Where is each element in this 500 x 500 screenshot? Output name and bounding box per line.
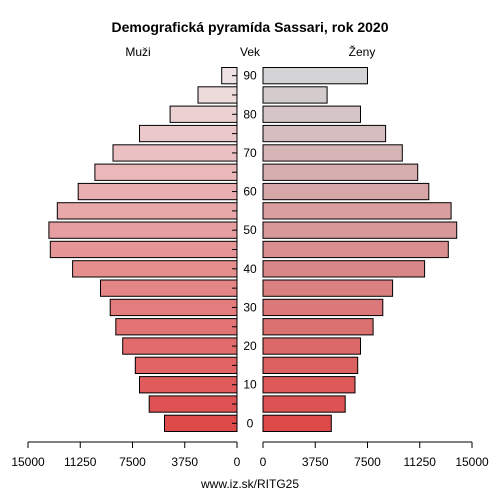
male-bar-65-69: [94, 163, 238, 181]
female-bar-60-64: [262, 182, 430, 201]
female-bar-10-14: [262, 376, 356, 394]
male-bar-30-34: [109, 298, 238, 317]
female-bar-45-49: [262, 240, 449, 259]
female-bar-20-24: [262, 337, 361, 355]
male-x-tick-label: 3750: [171, 455, 198, 469]
female-bar-70-74: [262, 144, 403, 162]
age-tick-label: 0: [247, 416, 254, 430]
female-bar-5-9: [262, 395, 346, 413]
male-x-tick-label: 0: [234, 455, 241, 469]
male-side-label: Muži: [125, 45, 150, 59]
male-bar-20-24: [122, 337, 238, 355]
female-x-tick-label: 11250: [404, 455, 437, 469]
female-bar-85-89: [262, 86, 328, 104]
age-tick-label: 80: [243, 107, 257, 121]
female-bar-55-59: [262, 202, 452, 220]
male-bar-50-54: [48, 221, 238, 239]
female-x-tick-label: 0: [260, 455, 267, 469]
age-tick-label: 10: [243, 378, 257, 392]
age-tick-label: 90: [243, 69, 257, 83]
male-bar-15-19: [134, 356, 238, 375]
age-tick-label: 20: [243, 339, 257, 353]
female-x-tick-label: 3750: [302, 455, 329, 469]
female-bar-15-19: [262, 356, 359, 375]
female-bar-75-79: [262, 124, 387, 143]
age-tick-label: 60: [243, 185, 257, 199]
age-tick-label: 30: [243, 300, 257, 314]
footer-source: www.iz.sk/RITG25: [200, 477, 299, 491]
male-bar-45-49: [49, 240, 238, 259]
female-bar-40-44: [262, 260, 426, 278]
age-tick-label: 50: [243, 223, 257, 237]
age-axis-label: Vek: [240, 45, 261, 59]
male-x-tick-label: 15000: [11, 455, 45, 469]
male-bar-85-89: [197, 86, 238, 104]
male-bar-40-44: [72, 260, 238, 278]
male-bar-55-59: [56, 202, 238, 220]
male-bar-75-79: [139, 124, 238, 143]
male-bar-0-4: [164, 414, 238, 433]
male-x-tick-label: 7500: [119, 455, 146, 469]
male-bar-25-29: [115, 318, 238, 336]
female-bar-0-4: [262, 414, 332, 433]
female-bar-90+: [262, 67, 368, 85]
chart-title: Demografická pyramída Sassari, rok 2020: [111, 19, 388, 35]
female-bar-30-34: [262, 298, 384, 317]
male-bar-35-39: [100, 279, 238, 297]
male-bar-80-84: [169, 105, 238, 123]
age-tick-label: 70: [243, 146, 257, 160]
female-side-label: Ženy: [349, 44, 376, 59]
female-bar-65-69: [262, 163, 419, 181]
female-bar-50-54: [262, 221, 458, 239]
male-bar-70-74: [112, 144, 238, 162]
male-bar-10-14: [139, 376, 238, 394]
female-bar-25-29: [262, 318, 374, 336]
female-x-tick-label: 15000: [455, 455, 489, 469]
male-bar-60-64: [77, 182, 238, 201]
male-bar-5-9: [148, 395, 238, 413]
age-tick-label: 40: [243, 262, 257, 276]
female-bar-80-84: [262, 105, 361, 123]
male-x-tick-label: 11250: [64, 455, 97, 469]
female-bar-35-39: [262, 279, 394, 297]
female-x-tick-label: 7500: [354, 455, 381, 469]
